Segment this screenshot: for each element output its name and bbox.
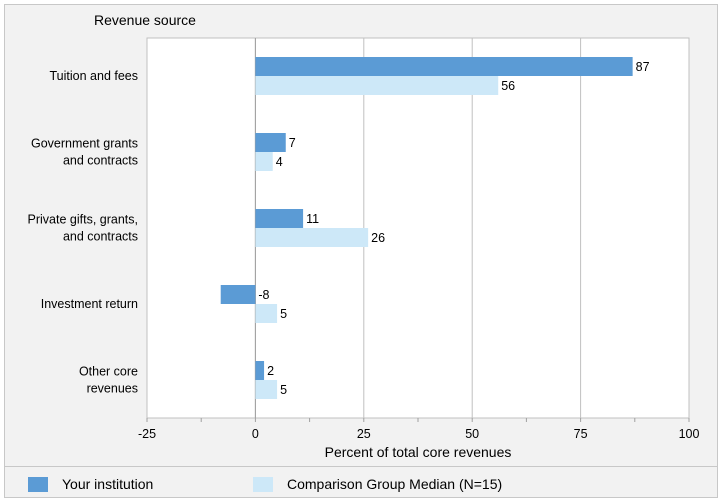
bars bbox=[220, 57, 633, 399]
data-label: 5 bbox=[280, 383, 287, 397]
category-label: Other core revenues bbox=[79, 365, 138, 396]
legend-swatch bbox=[28, 476, 48, 492]
bar bbox=[255, 380, 278, 399]
data-label: 5 bbox=[280, 307, 287, 321]
x-tick-labels: -25 0 25 50 75 100 bbox=[138, 427, 700, 441]
bar bbox=[255, 361, 265, 380]
bar bbox=[255, 76, 499, 95]
legend-label: Your institution bbox=[62, 476, 154, 492]
bar bbox=[255, 228, 369, 247]
data-label: -8 bbox=[258, 288, 269, 302]
bar bbox=[255, 304, 278, 323]
legend-item-your-institution: Your institution bbox=[28, 476, 153, 492]
data-label: 26 bbox=[371, 231, 385, 245]
bar bbox=[255, 133, 286, 152]
category-label: Investment return bbox=[41, 297, 138, 311]
legend-item-comparison-group: Comparison Group Median (N=15) bbox=[253, 476, 502, 492]
bar bbox=[220, 285, 256, 304]
bar bbox=[255, 209, 304, 228]
data-label: 11 bbox=[306, 212, 319, 226]
legend-label: Comparison Group Median (N=15) bbox=[287, 476, 503, 492]
bar bbox=[255, 57, 633, 76]
data-label: 4 bbox=[276, 155, 283, 169]
x-tick-label: 75 bbox=[574, 427, 588, 441]
x-axis-title: Percent of total core revenues bbox=[324, 444, 512, 460]
y-axis-header: Revenue source bbox=[94, 12, 196, 28]
data-label: 56 bbox=[501, 79, 515, 93]
category-label: Government grants and contracts bbox=[31, 137, 138, 168]
data-label: 87 bbox=[636, 60, 650, 74]
category-label: Tuition and fees bbox=[50, 69, 138, 83]
legend-swatch bbox=[253, 476, 273, 492]
category-label: Private gifts, grants, and contracts bbox=[28, 213, 138, 244]
data-label: 7 bbox=[289, 136, 296, 150]
x-tick-label: 100 bbox=[679, 427, 700, 441]
x-tick-label: -25 bbox=[138, 427, 156, 441]
x-tick-label: 50 bbox=[465, 427, 479, 441]
x-tick-label: 25 bbox=[357, 427, 371, 441]
x-tick-label: 0 bbox=[252, 427, 259, 441]
legend: Your institution Comparison Group Median… bbox=[4, 466, 718, 498]
data-label: 2 bbox=[267, 364, 274, 378]
category-labels: Tuition and fees Government grants and con… bbox=[28, 69, 139, 396]
plot-area bbox=[146, 37, 690, 419]
bar bbox=[255, 152, 273, 171]
